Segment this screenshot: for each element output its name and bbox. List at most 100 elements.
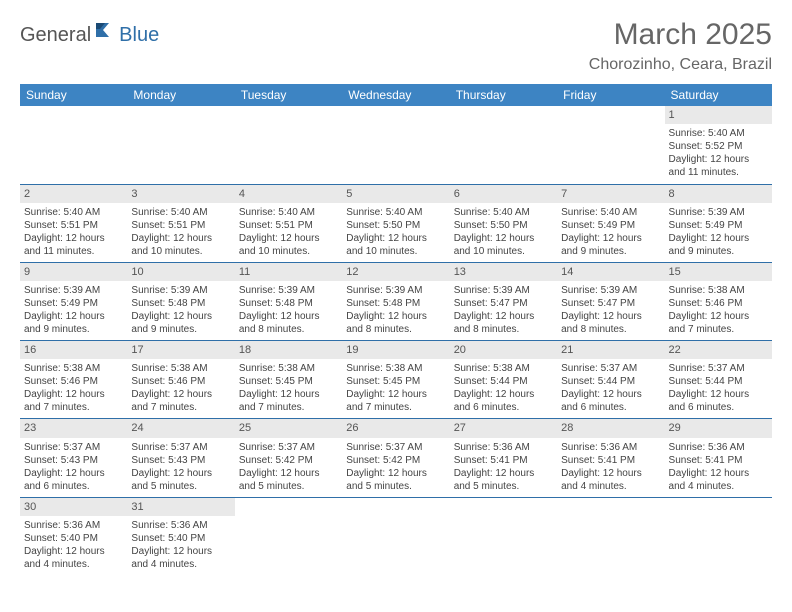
sunrise-line: Sunrise: 5:38 AM [239,362,338,375]
day-number: 16 [20,341,127,359]
weekday-header-row: SundayMondayTuesdayWednesdayThursdayFrid… [20,84,772,106]
calendar-cell: 2Sunrise: 5:40 AMSunset: 5:51 PMDaylight… [20,184,127,262]
day-number: 15 [665,263,772,281]
day-details: Sunrise: 5:39 AMSunset: 5:48 PMDaylight:… [342,281,449,340]
sunrise-line: Sunrise: 5:39 AM [454,284,553,297]
sunset-line: Sunset: 5:51 PM [24,219,123,232]
day-number: 26 [342,419,449,437]
sunset-line: Sunset: 5:44 PM [669,375,768,388]
daylight-line: Daylight: 12 hours and 5 minutes. [346,467,445,493]
calendar-cell-empty [450,497,557,575]
day-number: 29 [665,419,772,437]
weekday-header: Wednesday [342,84,449,106]
sunrise-line: Sunrise: 5:37 AM [239,441,338,454]
calendar-cell: 13Sunrise: 5:39 AMSunset: 5:47 PMDayligh… [450,262,557,340]
daylight-line: Daylight: 12 hours and 10 minutes. [239,232,338,258]
calendar-cell: 27Sunrise: 5:36 AMSunset: 5:41 PMDayligh… [450,419,557,497]
calendar-cell-empty [20,106,127,184]
day-number: 23 [20,419,127,437]
calendar-cell: 18Sunrise: 5:38 AMSunset: 5:45 PMDayligh… [235,341,342,419]
daylight-line: Daylight: 12 hours and 4 minutes. [561,467,660,493]
calendar-row: 1Sunrise: 5:40 AMSunset: 5:52 PMDaylight… [20,106,772,184]
calendar-cell-empty [557,497,664,575]
day-number: 19 [342,341,449,359]
sunset-line: Sunset: 5:41 PM [561,454,660,467]
day-number: 9 [20,263,127,281]
daylight-line: Daylight: 12 hours and 6 minutes. [454,388,553,414]
daylight-line: Daylight: 12 hours and 11 minutes. [669,153,768,179]
brand-text-blue: Blue [119,24,159,47]
day-details: Sunrise: 5:39 AMSunset: 5:49 PMDaylight:… [665,203,772,262]
day-number: 12 [342,263,449,281]
calendar-table: SundayMondayTuesdayWednesdayThursdayFrid… [20,84,772,575]
day-number: 25 [235,419,342,437]
day-details: Sunrise: 5:37 AMSunset: 5:42 PMDaylight:… [235,438,342,497]
calendar-cell: 14Sunrise: 5:39 AMSunset: 5:47 PMDayligh… [557,262,664,340]
calendar-cell: 5Sunrise: 5:40 AMSunset: 5:50 PMDaylight… [342,184,449,262]
header: General Blue March 2025 Chorozinho, Cear… [20,18,772,74]
day-details: Sunrise: 5:36 AMSunset: 5:41 PMDaylight:… [450,438,557,497]
sunrise-line: Sunrise: 5:36 AM [24,519,123,532]
sunset-line: Sunset: 5:49 PM [669,219,768,232]
calendar-cell-empty [235,106,342,184]
sunrise-line: Sunrise: 5:39 AM [669,206,768,219]
day-details: Sunrise: 5:39 AMSunset: 5:48 PMDaylight:… [235,281,342,340]
sunset-line: Sunset: 5:42 PM [346,454,445,467]
day-details: Sunrise: 5:38 AMSunset: 5:46 PMDaylight:… [20,359,127,418]
sunrise-line: Sunrise: 5:40 AM [24,206,123,219]
calendar-cell-empty [127,106,234,184]
sunrise-line: Sunrise: 5:39 AM [346,284,445,297]
day-details: Sunrise: 5:36 AMSunset: 5:41 PMDaylight:… [665,438,772,497]
day-number: 3 [127,185,234,203]
day-details: Sunrise: 5:37 AMSunset: 5:42 PMDaylight:… [342,438,449,497]
sunset-line: Sunset: 5:48 PM [346,297,445,310]
sunset-line: Sunset: 5:43 PM [24,454,123,467]
sunrise-line: Sunrise: 5:40 AM [239,206,338,219]
day-details: Sunrise: 5:39 AMSunset: 5:48 PMDaylight:… [127,281,234,340]
sunset-line: Sunset: 5:47 PM [561,297,660,310]
day-details: Sunrise: 5:36 AMSunset: 5:41 PMDaylight:… [557,438,664,497]
daylight-line: Daylight: 12 hours and 7 minutes. [24,388,123,414]
sunset-line: Sunset: 5:51 PM [239,219,338,232]
sunset-line: Sunset: 5:44 PM [454,375,553,388]
daylight-line: Daylight: 12 hours and 11 minutes. [24,232,123,258]
day-details: Sunrise: 5:37 AMSunset: 5:43 PMDaylight:… [20,438,127,497]
sunset-line: Sunset: 5:42 PM [239,454,338,467]
sunrise-line: Sunrise: 5:40 AM [669,127,768,140]
calendar-row: 23Sunrise: 5:37 AMSunset: 5:43 PMDayligh… [20,419,772,497]
calendar-row: 30Sunrise: 5:36 AMSunset: 5:40 PMDayligh… [20,497,772,575]
day-number: 27 [450,419,557,437]
calendar-cell-empty [342,497,449,575]
day-number: 1 [665,106,772,124]
day-details: Sunrise: 5:40 AMSunset: 5:52 PMDaylight:… [665,124,772,183]
calendar-cell: 1Sunrise: 5:40 AMSunset: 5:52 PMDaylight… [665,106,772,184]
calendar-cell: 30Sunrise: 5:36 AMSunset: 5:40 PMDayligh… [20,497,127,575]
daylight-line: Daylight: 12 hours and 8 minutes. [239,310,338,336]
calendar-cell: 12Sunrise: 5:39 AMSunset: 5:48 PMDayligh… [342,262,449,340]
sunrise-line: Sunrise: 5:40 AM [131,206,230,219]
sunset-line: Sunset: 5:46 PM [669,297,768,310]
calendar-row: 9Sunrise: 5:39 AMSunset: 5:49 PMDaylight… [20,262,772,340]
flag-icon [95,21,117,44]
sunset-line: Sunset: 5:41 PM [454,454,553,467]
weekday-header: Sunday [20,84,127,106]
sunset-line: Sunset: 5:46 PM [24,375,123,388]
day-details: Sunrise: 5:40 AMSunset: 5:51 PMDaylight:… [20,203,127,262]
day-details: Sunrise: 5:38 AMSunset: 5:46 PMDaylight:… [127,359,234,418]
calendar-cell: 28Sunrise: 5:36 AMSunset: 5:41 PMDayligh… [557,419,664,497]
calendar-cell-empty [342,106,449,184]
calendar-cell: 29Sunrise: 5:36 AMSunset: 5:41 PMDayligh… [665,419,772,497]
sunrise-line: Sunrise: 5:40 AM [561,206,660,219]
sunset-line: Sunset: 5:48 PM [239,297,338,310]
day-number: 11 [235,263,342,281]
day-number: 2 [20,185,127,203]
calendar-cell: 10Sunrise: 5:39 AMSunset: 5:48 PMDayligh… [127,262,234,340]
calendar-cell-empty [450,106,557,184]
sunset-line: Sunset: 5:43 PM [131,454,230,467]
day-number: 22 [665,341,772,359]
calendar-cell: 4Sunrise: 5:40 AMSunset: 5:51 PMDaylight… [235,184,342,262]
sunrise-line: Sunrise: 5:39 AM [131,284,230,297]
weekday-header: Tuesday [235,84,342,106]
day-number: 28 [557,419,664,437]
sunset-line: Sunset: 5:40 PM [24,532,123,545]
